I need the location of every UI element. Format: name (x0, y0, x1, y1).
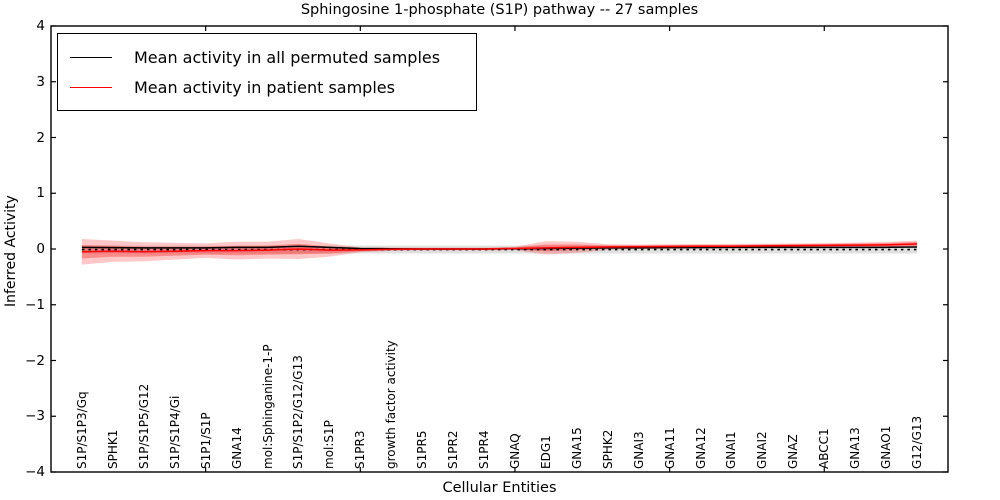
x-category-label: GNAZ (786, 434, 801, 469)
y-tick-label: −2 (25, 352, 45, 369)
x-category-label: S1PR2 (446, 430, 461, 469)
y-tick-label: 4 (36, 18, 45, 34)
x-axis-label: Cellular Entities (442, 480, 557, 496)
x-category-label: GNA13 (848, 427, 863, 469)
x-category-label: S1P/S1P2/G12/G13 (291, 355, 306, 469)
x-category-label: S1PR5 (415, 430, 430, 469)
x-category-label: ABCC1 (817, 428, 832, 469)
x-category-label: S1P/S1P3/Gq (74, 391, 89, 469)
x-category-label: S1PR4 (477, 430, 492, 469)
legend: Mean activity in all permuted samples Me… (57, 33, 477, 111)
y-tick-label: 0 (36, 241, 45, 257)
y-tick-label: 3 (36, 73, 45, 90)
chart-title: Sphingosine 1-phosphate (S1P) pathway --… (300, 2, 699, 18)
y-tick-label: −3 (25, 408, 45, 425)
x-category-label: GNAI1 (724, 431, 739, 469)
x-category-label: S1P/S1P4/Gi (167, 395, 182, 469)
x-category-label: GNA15 (569, 427, 584, 469)
x-category-label: GNA12 (693, 427, 708, 469)
y-tick-label: 2 (36, 129, 45, 146)
x-category-label: EDG1 (538, 435, 553, 469)
y-tick-label: −1 (25, 296, 45, 313)
x-category-label: SPHK1 (105, 429, 120, 469)
x-category-label: GNA14 (229, 427, 244, 469)
x-category-label: GNAI3 (631, 431, 646, 469)
y-tick-label: 1 (36, 185, 45, 202)
legend-item-permuted: Mean activity in all permuted samples (70, 42, 446, 72)
legend-item-patient: Mean activity in patient samples (70, 72, 446, 102)
x-category-label: S1PR3 (353, 430, 368, 469)
x-category-label: growth factor activity (384, 340, 399, 469)
x-category-label: SPHK2 (600, 429, 615, 469)
mean-activity-in-patient-samples-line (81, 243, 918, 253)
x-category-label: S1P1/S1P (198, 412, 213, 469)
legend-item-label: Mean activity in all permuted samples (134, 47, 441, 67)
x-category-label: GNAO1 (879, 425, 894, 469)
x-category-label: S1P/S1P5/G12 (136, 383, 151, 469)
x-category-label: GNA11 (662, 427, 677, 469)
x-category-label: mol:Sphinganine-1-P (260, 344, 275, 469)
x-category-label: G12/G13 (910, 415, 925, 469)
y-tick-label: −4 (25, 464, 45, 480)
legend-item-label: Mean activity in patient samples (134, 77, 395, 97)
red-line-swatch-icon (70, 86, 112, 88)
black-line-swatch-icon (70, 56, 112, 58)
patient-std-outer-band (81, 238, 918, 265)
x-category-label: GNAQ (507, 433, 522, 469)
x-category-label: GNAI2 (755, 431, 770, 469)
x-category-label: mol:S1P (322, 420, 337, 469)
